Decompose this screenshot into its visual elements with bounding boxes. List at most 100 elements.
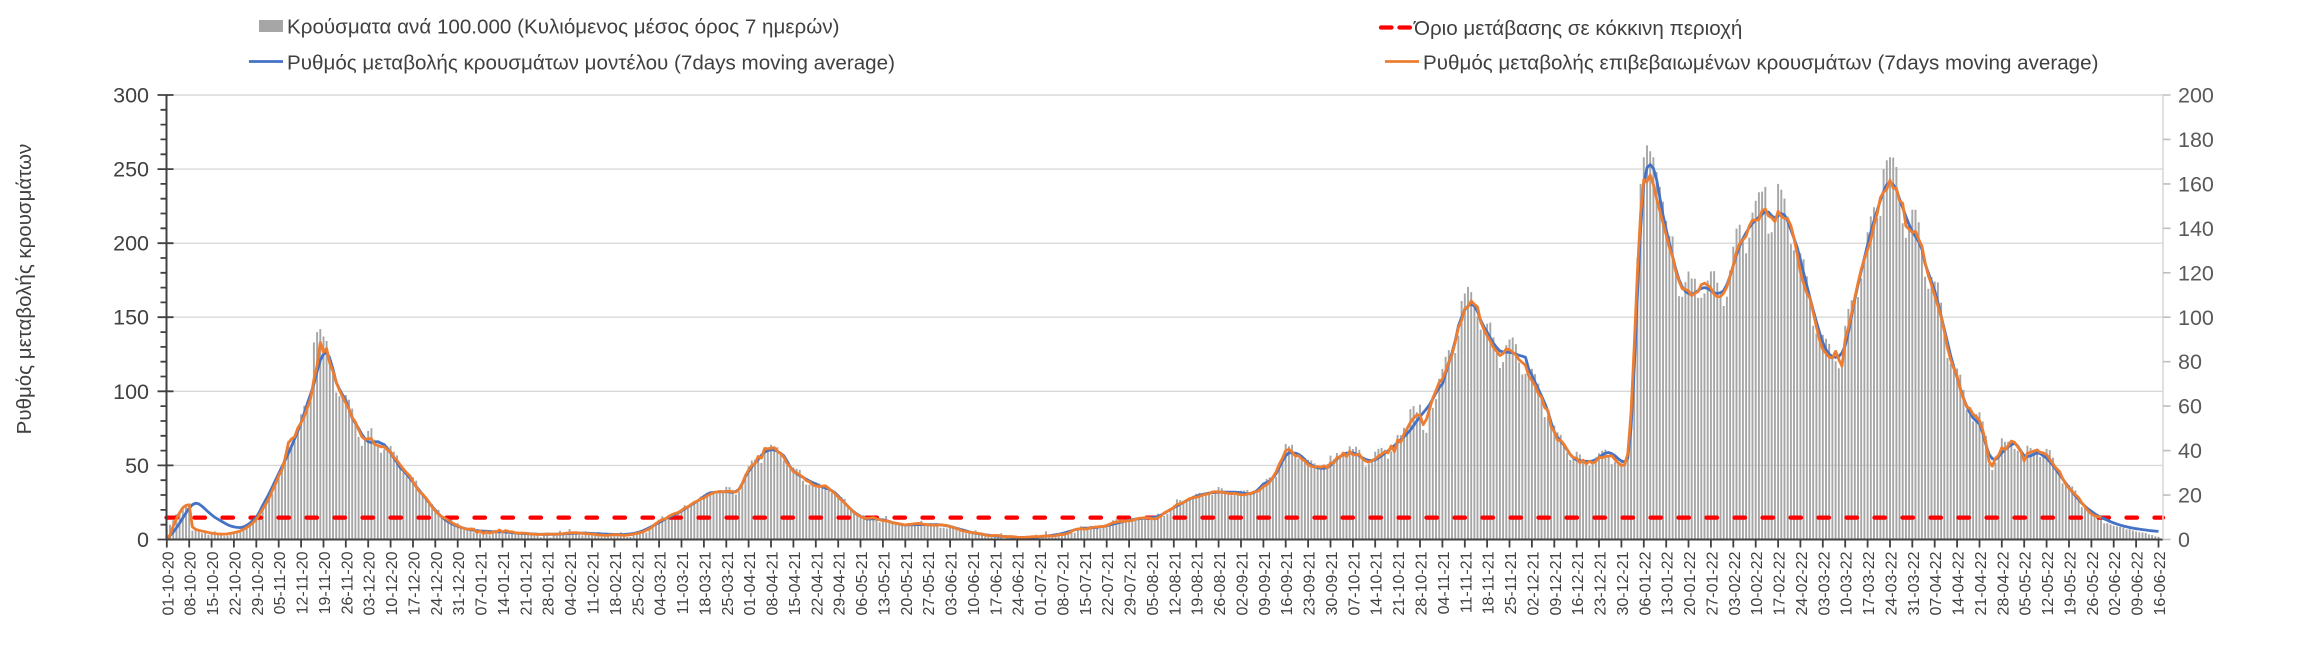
- svg-text:11-11-21: 11-11-21: [1458, 551, 1475, 613]
- svg-text:15-07-21: 15-07-21: [1078, 551, 1095, 615]
- svg-text:24-03-22: 24-03-22: [1884, 551, 1901, 615]
- svg-text:26-08-21: 26-08-21: [1212, 551, 1229, 615]
- svg-text:27-05-21: 27-05-21: [921, 551, 938, 615]
- svg-text:18-03-21: 18-03-21: [697, 551, 714, 615]
- svg-text:02-12-21: 02-12-21: [1525, 551, 1542, 615]
- svg-text:140: 140: [2178, 217, 2214, 241]
- svg-text:11-02-21: 11-02-21: [586, 551, 603, 614]
- svg-text:200: 200: [2178, 84, 2214, 108]
- svg-text:01-10-20: 01-10-20: [160, 551, 177, 615]
- svg-text:100: 100: [2178, 306, 2214, 330]
- svg-text:Όριο μετάβασης σε κόκκινη περι: Όριο μετάβασης σε κόκκινη περιοχή: [1413, 17, 1742, 40]
- svg-text:21-04-22: 21-04-22: [1973, 551, 1990, 615]
- svg-text:16-09-21: 16-09-21: [1279, 551, 1296, 615]
- svg-text:01-04-21: 01-04-21: [742, 551, 759, 615]
- svg-text:04-02-21: 04-02-21: [563, 551, 580, 615]
- svg-text:17-12-20: 17-12-20: [407, 551, 424, 615]
- svg-text:0: 0: [137, 528, 149, 552]
- svg-text:16-12-21: 16-12-21: [1570, 551, 1587, 615]
- svg-text:19-05-22: 19-05-22: [2063, 551, 2080, 615]
- svg-text:19-11-20: 19-11-20: [317, 551, 334, 614]
- svg-text:19-08-21: 19-08-21: [1190, 551, 1207, 615]
- svg-text:05-08-21: 05-08-21: [1145, 551, 1162, 615]
- svg-text:27-01-22: 27-01-22: [1704, 551, 1721, 615]
- svg-text:12-11-20: 12-11-20: [295, 551, 312, 614]
- svg-text:200: 200: [113, 232, 149, 256]
- svg-text:29-07-21: 29-07-21: [1123, 551, 1140, 615]
- svg-text:22-07-21: 22-07-21: [1100, 551, 1117, 615]
- svg-text:14-04-22: 14-04-22: [1951, 551, 1968, 615]
- svg-text:18-02-21: 18-02-21: [608, 551, 625, 615]
- svg-text:120: 120: [2178, 261, 2214, 285]
- svg-text:26-11-20: 26-11-20: [339, 551, 356, 614]
- svg-text:17-06-21: 17-06-21: [988, 551, 1005, 615]
- svg-text:29-04-21: 29-04-21: [832, 551, 849, 615]
- svg-text:02-06-22: 02-06-22: [2107, 551, 2124, 615]
- svg-text:28-01-21: 28-01-21: [541, 551, 558, 615]
- svg-text:03-06-21: 03-06-21: [944, 551, 961, 615]
- svg-text:07-01-21: 07-01-21: [474, 551, 491, 615]
- svg-text:03-02-22: 03-02-22: [1727, 551, 1744, 615]
- svg-text:24-06-21: 24-06-21: [1011, 551, 1028, 615]
- svg-text:29-10-20: 29-10-20: [250, 551, 267, 615]
- svg-text:250: 250: [113, 158, 149, 182]
- svg-text:30-09-21: 30-09-21: [1324, 551, 1341, 615]
- svg-text:160: 160: [2178, 172, 2214, 196]
- svg-text:13-05-21: 13-05-21: [876, 551, 893, 615]
- svg-text:17-03-22: 17-03-22: [1861, 551, 1878, 615]
- svg-text:21-01-21: 21-01-21: [518, 551, 535, 615]
- svg-text:18-11-21: 18-11-21: [1481, 551, 1498, 614]
- svg-text:100: 100: [113, 380, 149, 404]
- svg-text:28-04-22: 28-04-22: [1995, 551, 2012, 615]
- svg-text:150: 150: [113, 306, 149, 330]
- svg-text:23-12-21: 23-12-21: [1593, 551, 1610, 615]
- svg-text:20-05-21: 20-05-21: [899, 551, 916, 615]
- svg-text:04-03-21: 04-03-21: [653, 551, 670, 615]
- svg-text:11-03-21: 11-03-21: [675, 551, 692, 614]
- svg-text:06-01-22: 06-01-22: [1637, 551, 1654, 615]
- svg-text:22-04-21: 22-04-21: [809, 551, 826, 615]
- svg-text:300: 300: [113, 84, 149, 108]
- svg-text:40: 40: [2178, 439, 2202, 463]
- svg-text:01-07-21: 01-07-21: [1033, 551, 1050, 615]
- svg-text:31-03-22: 31-03-22: [1906, 551, 1923, 615]
- svg-text:Ρυθμός μεταβολής κρουσμάτων μο: Ρυθμός μεταβολής κρουσμάτων μοντέλου (7d…: [287, 52, 895, 75]
- svg-text:Ρυθμός μεταβολής επιβεβαιωμένω: Ρυθμός μεταβολής επιβεβαιωμένων κρουσμάτ…: [1423, 52, 2098, 75]
- svg-text:05-11-20: 05-11-20: [272, 551, 289, 614]
- svg-text:Κρούσματα ανά 100.000 (Κυλιόμε: Κρούσματα ανά 100.000 (Κυλιόμενος μέσος …: [287, 16, 839, 39]
- svg-text:25-11-21: 25-11-21: [1503, 551, 1520, 614]
- svg-text:10-03-22: 10-03-22: [1839, 551, 1856, 615]
- svg-text:14-01-21: 14-01-21: [496, 551, 513, 615]
- svg-text:20-01-22: 20-01-22: [1682, 551, 1699, 615]
- svg-text:16-06-22: 16-06-22: [2152, 551, 2169, 615]
- svg-text:12-05-22: 12-05-22: [2040, 551, 2057, 615]
- svg-text:09-12-21: 09-12-21: [1548, 551, 1565, 615]
- svg-text:22-10-20: 22-10-20: [227, 551, 244, 615]
- svg-text:31-12-20: 31-12-20: [451, 551, 468, 615]
- svg-text:28-10-21: 28-10-21: [1414, 551, 1431, 615]
- svg-text:10-06-21: 10-06-21: [966, 551, 983, 615]
- svg-text:15-10-20: 15-10-20: [205, 551, 222, 615]
- svg-text:24-12-20: 24-12-20: [429, 551, 446, 615]
- svg-text:25-03-21: 25-03-21: [720, 551, 737, 615]
- svg-text:05-05-22: 05-05-22: [2018, 551, 2035, 615]
- svg-text:50: 50: [125, 454, 149, 478]
- svg-text:08-10-20: 08-10-20: [183, 551, 200, 615]
- svg-text:10-12-20: 10-12-20: [384, 551, 401, 615]
- svg-text:10-02-22: 10-02-22: [1749, 551, 1766, 615]
- svg-text:180: 180: [2178, 128, 2214, 152]
- svg-text:07-04-22: 07-04-22: [1928, 551, 1945, 615]
- svg-text:09-06-22: 09-06-22: [2130, 551, 2147, 615]
- svg-text:13-01-22: 13-01-22: [1660, 551, 1677, 615]
- svg-text:06-05-21: 06-05-21: [854, 551, 871, 615]
- svg-text:03-03-22: 03-03-22: [1816, 551, 1833, 615]
- svg-text:24-02-22: 24-02-22: [1794, 551, 1811, 615]
- svg-text:04-11-21: 04-11-21: [1436, 551, 1453, 614]
- svg-text:12-08-21: 12-08-21: [1167, 551, 1184, 615]
- svg-text:25-02-21: 25-02-21: [630, 551, 647, 615]
- svg-text:23-09-21: 23-09-21: [1302, 551, 1319, 615]
- svg-text:21-10-21: 21-10-21: [1391, 551, 1408, 615]
- svg-text:20: 20: [2178, 484, 2202, 508]
- svg-text:80: 80: [2178, 350, 2202, 374]
- svg-text:0: 0: [2178, 528, 2190, 552]
